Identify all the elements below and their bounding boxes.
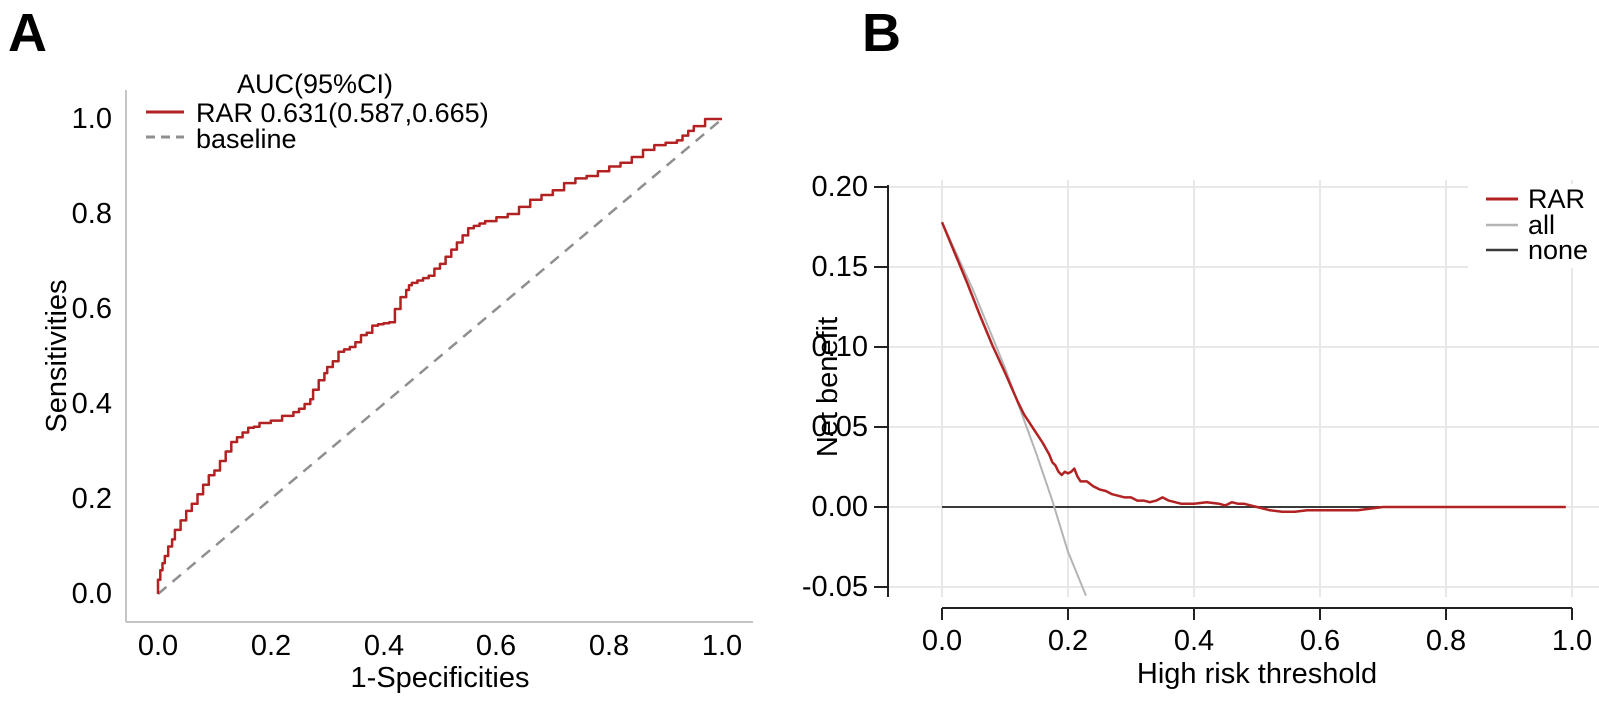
a-x-tick: 0.2 bbox=[250, 630, 292, 662]
b-x-tick: 0.6 bbox=[1299, 625, 1341, 657]
b-x-tick: 0.0 bbox=[921, 625, 963, 657]
a-x-tick: 1.0 bbox=[701, 630, 743, 662]
a-x-tick: 0.4 bbox=[363, 630, 405, 662]
a-y-tick: 0.2 bbox=[71, 483, 112, 515]
a-y-tick: 0.4 bbox=[71, 388, 112, 420]
b-y-tick: 0.00 bbox=[811, 491, 868, 523]
roc-curve-rar bbox=[156, 117, 722, 594]
b-y-tick: -0.05 bbox=[801, 571, 868, 603]
b-y-tick: 0.10 bbox=[811, 331, 868, 363]
dca-legend-entry-all: all bbox=[1528, 210, 1556, 240]
dca-line-all bbox=[941, 221, 1087, 597]
b-x-tick: 0.8 bbox=[1425, 625, 1467, 657]
a-y-tick: 1.0 bbox=[71, 103, 112, 135]
b-y-tick: 0.20 bbox=[811, 171, 868, 203]
b-x-tick: 0.2 bbox=[1047, 625, 1089, 657]
a-y-axis-title: Sensitivities bbox=[41, 279, 73, 433]
panel-b-letter: B bbox=[862, 3, 901, 63]
a-x-axis-title: 1-Specificities bbox=[350, 662, 530, 694]
b-x-axis-title: High risk threshold bbox=[1136, 658, 1378, 690]
a-y-tick: 0.0 bbox=[71, 578, 112, 610]
roc-legend-entry-rar: RAR 0.631(0.587,0.665) bbox=[196, 98, 489, 128]
dca-legend-entry-none: none bbox=[1528, 235, 1589, 265]
dca-legend-entry-rar: RAR bbox=[1528, 184, 1586, 214]
a-x-tick: 0.8 bbox=[588, 630, 630, 662]
roc-legend-entry-baseline: baseline bbox=[196, 124, 297, 154]
a-y-tick: 0.8 bbox=[71, 198, 112, 230]
b-y-axis-title: Net benefit bbox=[812, 316, 844, 458]
roc-legend-title: AUC(95%CI) bbox=[236, 69, 394, 99]
roc-baseline-line bbox=[157, 118, 723, 595]
b-y-tick: 0.15 bbox=[811, 251, 868, 283]
dca-line-rar bbox=[940, 221, 1566, 514]
a-x-tick: 0.6 bbox=[475, 630, 517, 662]
a-y-tick: 0.6 bbox=[71, 293, 112, 325]
b-y-tick: 0.05 bbox=[811, 411, 868, 443]
panel-a-letter: A bbox=[8, 3, 47, 63]
b-x-tick: 1.0 bbox=[1551, 625, 1593, 657]
b-x-tick: 0.4 bbox=[1173, 625, 1215, 657]
a-x-tick: 0.0 bbox=[137, 630, 179, 662]
